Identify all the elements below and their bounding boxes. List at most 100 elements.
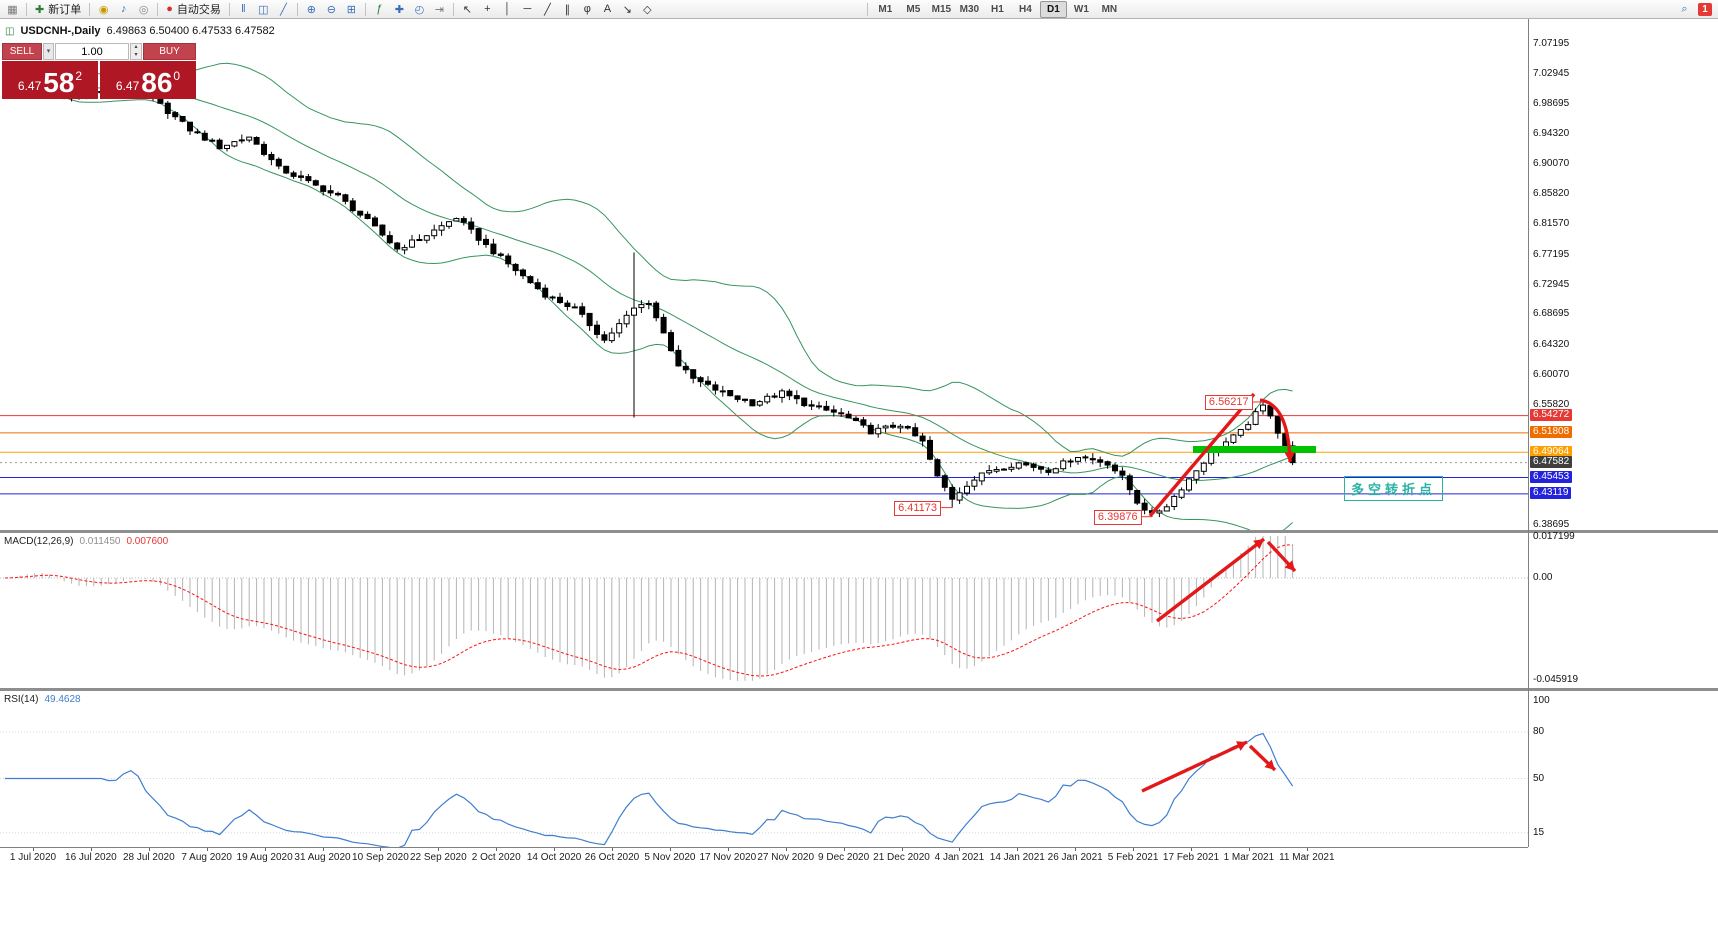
trendline-icon[interactable]: ╱ [544, 3, 551, 16]
price-axis-label: 6.90070 [1533, 158, 1570, 170]
date-axis[interactable]: 1 Jul 2020 16 Jul 2020 28 Jul 2020 7 Aug 20… [0, 847, 1528, 866]
line-chart-icon[interactable]: ╱ [280, 3, 287, 16]
toolbar-right-group: ⌕ 1 [1675, 1, 1715, 17]
alerts-icon[interactable]: ♪ [120, 3, 127, 15]
bar-chart-icon[interactable]: ‖ [241, 3, 246, 15]
bid-price-box[interactable]: 6.47 58 2 [2, 61, 98, 99]
chart-info-line: ◫ USDCNH-,Daily 6.49863 6.50400 6.47533 … [5, 25, 275, 37]
panel-divider[interactable] [0, 530, 1718, 533]
price-tag-annotation[interactable]: 6.41173 [894, 500, 942, 516]
date-tick [1133, 848, 1135, 851]
timeframe-button-m30[interactable]: M30 [959, 3, 980, 15]
rsi-axis-label: 100 [1533, 695, 1550, 706]
date-tick [554, 848, 556, 851]
toolbar-separator [866, 2, 868, 16]
fibonacci-icon[interactable]: φ [583, 3, 591, 15]
trend-arrow[interactable] [1148, 392, 1256, 518]
notification-badge[interactable]: 1 [1698, 2, 1712, 16]
timeframe-button-m1[interactable]: M1 [878, 3, 893, 15]
horizontal-line-icon[interactable]: ─ [523, 3, 532, 15]
buy-button[interactable]: BUY [143, 43, 196, 60]
volume-decrease-button[interactable]: ▾ [134, 51, 138, 58]
ask-price-pips: 86 [141, 67, 173, 98]
trend-arrow[interactable] [1155, 537, 1266, 623]
sell-button[interactable]: SELL [2, 43, 42, 60]
vertical-line-icon[interactable]: │ [503, 3, 511, 15]
volume-preset-dropdown[interactable]: ▾ [43, 43, 54, 60]
zoom-in-icon[interactable]: ⊕ [306, 3, 316, 16]
date-tick [496, 848, 498, 851]
pivot-point-annotation[interactable]: 多空转折点 [1344, 476, 1444, 501]
price-tag-annotation[interactable]: 6.56217 [1204, 394, 1253, 410]
macd-signal-line [4, 544, 1293, 677]
rsi-panel-canvas[interactable] [0, 691, 1528, 847]
trend-arrow[interactable] [1266, 540, 1297, 573]
timeframe-button-h4[interactable]: H4 [1018, 3, 1032, 15]
shapes-icon[interactable]: ◇ [643, 3, 652, 16]
autotrading-button[interactable]: ● 自动交易 [162, 1, 225, 17]
cursor-icon[interactable]: ↖ [462, 3, 472, 16]
price-level-tag: 6.49064 [1530, 445, 1573, 458]
timeframe-button-m15[interactable]: M15 [931, 3, 952, 15]
volume-increase-button[interactable]: ▴ [134, 44, 138, 50]
date-label: 17 Nov 2020 [699, 852, 757, 863]
text-label-icon[interactable]: A [603, 3, 612, 15]
bid-price-point: 2 [75, 69, 83, 83]
arrows-icon[interactable]: ↘ [622, 3, 632, 16]
channel-icon[interactable]: ∥ [564, 3, 571, 16]
macd-axis-label: 0.017199 [1533, 531, 1575, 542]
zoom-out-icon[interactable]: ⊖ [326, 3, 336, 16]
timeframe-button-d1[interactable]: D1 [1039, 0, 1067, 18]
green-highlight-bar[interactable] [1193, 446, 1316, 453]
main-toolbar: ▦ ✚ 新订单 ◉ ♪ ◎ ● 自动交易 ‖ ◫ ╱ ⊕ ⊖ ⊞ ƒ ✚ ◴ ⇥ ↖ + │ ─ ╱ ∥ φ A ↘ ◇ M1 M5 M15… [0, 0, 1718, 19]
date-tick [1191, 848, 1192, 851]
timeframe-button-m5[interactable]: M5 [906, 3, 921, 15]
timeframe-button-h1[interactable]: H1 [990, 3, 1004, 15]
community-icon[interactable]: ◎ [138, 3, 149, 16]
trend-arrow[interactable] [1141, 740, 1248, 793]
horizontal-level-lines[interactable] [0, 415, 1528, 495]
add-chart-icon[interactable]: ✚ [394, 3, 404, 16]
new-order-button[interactable]: ✚ 新订单 [31, 1, 85, 17]
indicators-icon[interactable]: ƒ [376, 3, 383, 15]
date-label: 14 Oct 2020 [526, 852, 582, 863]
macd-main-value: 0.011450 [79, 536, 121, 547]
price-axis-label: 7.02945 [1533, 67, 1570, 79]
date-label: 26 Oct 2020 [584, 852, 640, 863]
price-tag-annotation[interactable]: 6.39876 [1093, 509, 1142, 525]
date-label: 31 Aug 2020 [294, 852, 351, 863]
price-axis[interactable]: 7.07195 7.02945 6.98695 6.94320 6.90070 6.858… [1528, 0, 1718, 847]
market-watch-icon[interactable]: ◉ [98, 3, 109, 16]
date-label: 14 Jan 2021 [989, 852, 1045, 863]
date-label: 4 Jan 2021 [934, 852, 985, 863]
date-tick [322, 848, 324, 851]
price-axis-divider [1528, 19, 1529, 847]
chart-shift-icon[interactable]: ⇥ [434, 3, 444, 16]
crosshair-icon[interactable]: + [484, 3, 491, 15]
panel-divider[interactable] [0, 688, 1718, 691]
price-axis-label: 6.38695 [1533, 519, 1570, 530]
date-label: 10 Sep 2020 [352, 852, 409, 863]
rsi-name: RSI(14) [4, 694, 39, 705]
trend-arrow[interactable] [1248, 744, 1277, 772]
ask-price-box[interactable]: 6.47 86 0 [100, 61, 196, 99]
chart-ohlc-values: 6.49863 6.50400 6.47533 6.47582 [106, 25, 275, 37]
timeframe-button-w1[interactable]: W1 [1073, 3, 1089, 15]
rsi-axis-label: 50 [1533, 772, 1545, 784]
timeframe-button-mn[interactable]: MN [1101, 3, 1118, 15]
date-label: 9 Dec 2020 [818, 852, 870, 863]
toolbar-separator [228, 2, 230, 16]
volume-input[interactable] [55, 43, 129, 60]
chart-window-icon[interactable]: ▦ [7, 3, 18, 16]
clock-icon[interactable]: ◴ [414, 3, 425, 16]
macd-panel-canvas[interactable] [0, 533, 1528, 688]
date-tick [1017, 848, 1019, 851]
ask-price-base: 6.47 [115, 79, 140, 93]
price-chart-canvas[interactable] [0, 19, 1528, 530]
price-level-tag: 6.45453 [1530, 471, 1573, 484]
search-icon[interactable]: ⌕ [1681, 2, 1688, 15]
candlestick-chart-icon[interactable]: ◫ [258, 3, 269, 16]
tile-windows-icon[interactable]: ⊞ [346, 3, 356, 16]
trend-arrow[interactable] [1259, 398, 1295, 463]
